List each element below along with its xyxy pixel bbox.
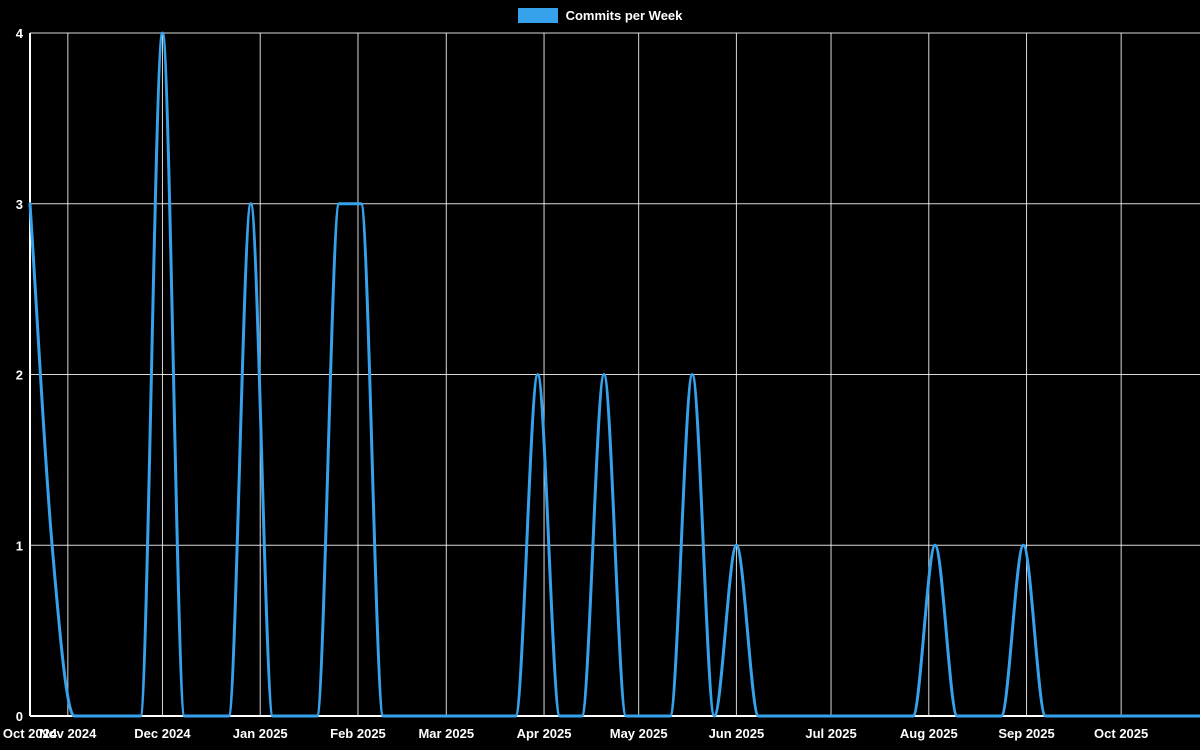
x-tick-label: Dec 2024 xyxy=(134,726,191,741)
series-line-commits-per-week xyxy=(28,31,1200,718)
x-tick-label: Nov 2024 xyxy=(39,726,97,741)
x-tick-label: Jul 2025 xyxy=(805,726,856,741)
x-tick-label: Jun 2025 xyxy=(709,726,765,741)
y-tick-label: 0 xyxy=(16,709,23,724)
legend: Commits per Week xyxy=(0,8,1200,23)
x-tick-label: Mar 2025 xyxy=(418,726,474,741)
x-tick-label: Sep 2025 xyxy=(998,726,1054,741)
x-tick-label: Apr 2025 xyxy=(517,726,572,741)
y-tick-label: 1 xyxy=(16,538,23,553)
y-tick-label: 2 xyxy=(16,368,23,383)
legend-label: Commits per Week xyxy=(565,8,683,23)
x-tick-label: Aug 2025 xyxy=(900,726,958,741)
legend-item-commits-per-week[interactable]: Commits per Week xyxy=(517,8,683,23)
x-tick-label: Jan 2025 xyxy=(233,726,288,741)
x-tick-label: Oct 2024 xyxy=(3,726,58,741)
y-tick-label: 3 xyxy=(16,197,23,212)
x-tick-label: May 2025 xyxy=(610,726,668,741)
legend-swatch xyxy=(517,8,558,23)
y-tick-label: 4 xyxy=(16,26,24,41)
x-tick-label: Feb 2025 xyxy=(330,726,386,741)
x-tick-label: Oct 2025 xyxy=(1094,726,1148,741)
